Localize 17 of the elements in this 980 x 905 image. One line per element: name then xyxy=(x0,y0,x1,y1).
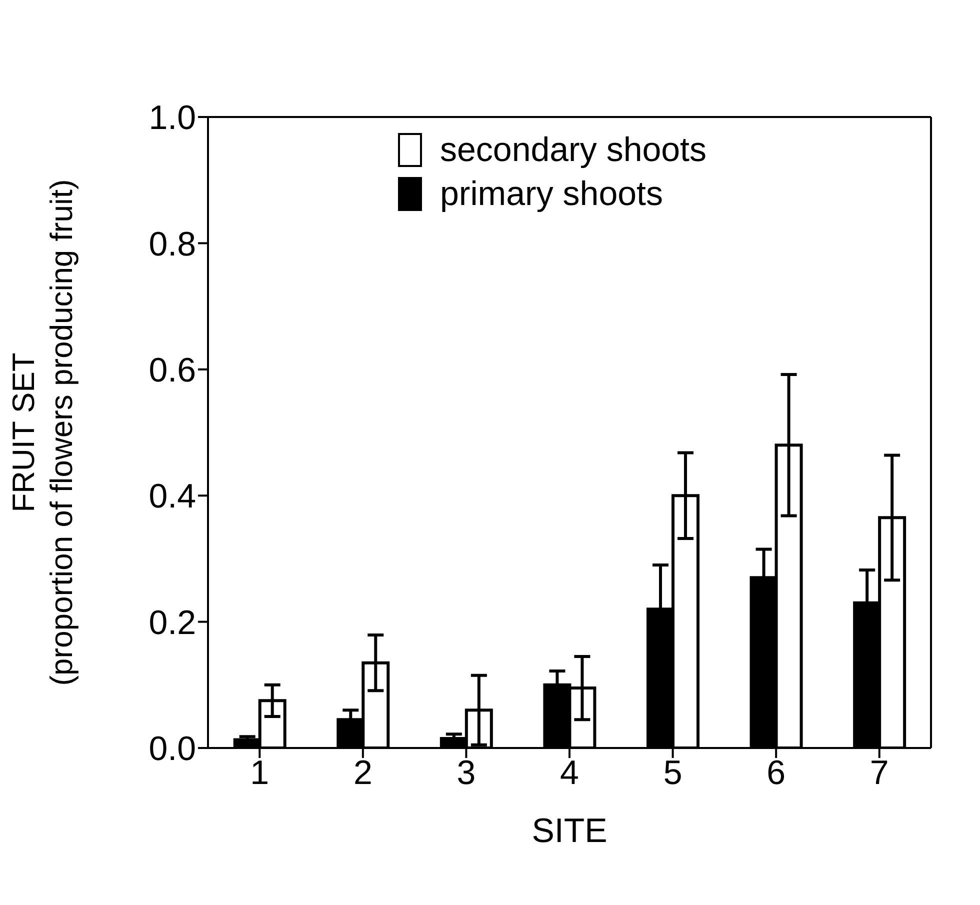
y-tick-label: 0.8 xyxy=(148,225,196,264)
x-tick-label: 5 xyxy=(663,754,682,792)
y-tick-label: 0.2 xyxy=(148,604,196,642)
legend-label: secondary shoots xyxy=(440,130,706,170)
y-axis-title: FRUIT SET (proportion of flowers producing fruit) xyxy=(6,179,79,686)
x-tick-label: 3 xyxy=(456,754,476,792)
y-tick-label: 1.0 xyxy=(148,99,196,138)
y-tick-label: 0.6 xyxy=(148,351,196,390)
x-tick-label: 2 xyxy=(353,754,372,792)
y-tick-label: 0.0 xyxy=(148,730,196,768)
x-tick-label: 4 xyxy=(560,754,579,792)
x-tick-label: 1 xyxy=(250,754,270,792)
legend-label: primary shoots xyxy=(440,174,663,214)
x-axis-title: SITE xyxy=(532,812,608,850)
y-tick-label: 0.4 xyxy=(148,478,196,516)
x-tick-label: 6 xyxy=(766,754,786,792)
x-tick-label: 7 xyxy=(870,754,889,792)
